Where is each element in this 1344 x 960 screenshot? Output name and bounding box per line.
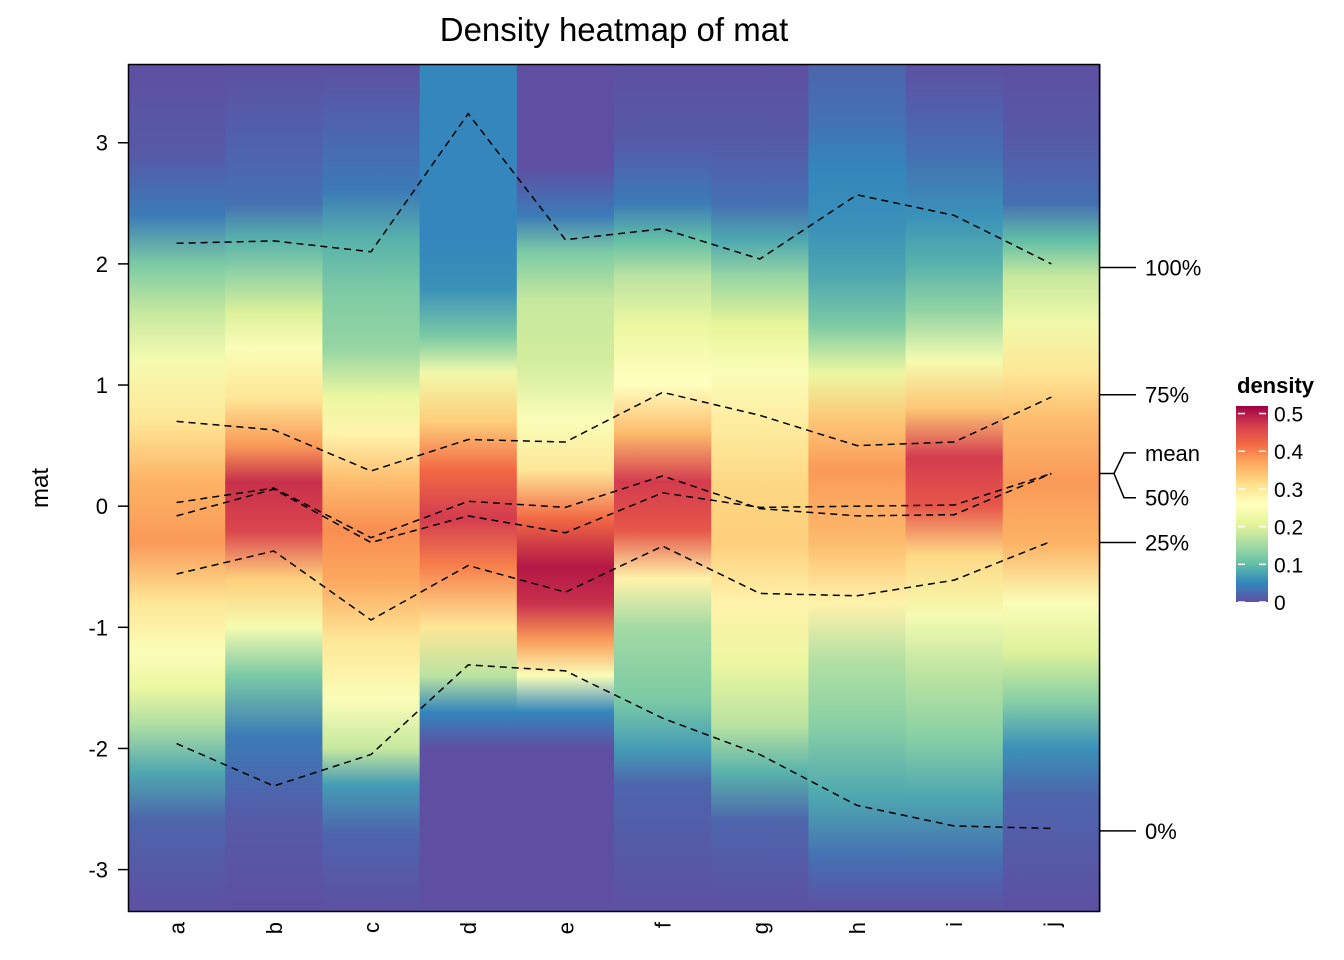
y-tick-label: 2 <box>96 252 108 277</box>
quantile-line-mean <box>176 472 1052 539</box>
legend-tick-label: 0.2 <box>1274 517 1303 540</box>
quantile-lines <box>176 112 1052 830</box>
x-tick-label-d: d <box>456 922 481 934</box>
y-tick-label: -2 <box>88 736 108 761</box>
legend-tick-label: 0.5 <box>1274 404 1303 427</box>
quantile-bracket <box>1100 452 1136 499</box>
heatmap-columns <box>128 64 1101 912</box>
x-tick-label-i: i <box>942 922 967 927</box>
legend-tick-label: 0.3 <box>1274 479 1303 502</box>
chart-title: Density heatmap of mat <box>440 11 789 48</box>
quantile-line-0pct <box>176 664 1052 830</box>
x-tick-label-c: c <box>359 922 384 933</box>
x-tick-label-e: e <box>553 922 578 934</box>
y-tick-label: -1 <box>88 615 108 640</box>
quantile-line-100pct <box>176 112 1052 265</box>
quantile-label-75pct: 75% <box>1145 383 1189 408</box>
heatmap-column-f <box>614 64 712 912</box>
y-tick-label: 0 <box>96 494 108 519</box>
y-tick-label: 1 <box>96 373 108 398</box>
quantile-labels: 100% 75% 25% 0% mean 50% <box>1100 256 1201 844</box>
legend: density 0.5 0.4 0.3 0.2 0.1 0 <box>1236 373 1315 615</box>
x-tick-label-f: f <box>651 921 676 928</box>
legend-tick-label: 0.1 <box>1274 554 1303 577</box>
quantile-label-mean: mean <box>1145 441 1200 466</box>
legend-tick-label: 0 <box>1274 592 1286 615</box>
x-tick-label-a: a <box>165 921 190 934</box>
quantile-label-50pct: 50% <box>1145 486 1189 511</box>
y-tick-label: -3 <box>88 858 108 883</box>
quantile-label-25pct: 25% <box>1145 531 1189 556</box>
quantile-line-50pct <box>176 472 1052 544</box>
quantile-line-25pct <box>176 540 1052 621</box>
plot-frame <box>127 63 1101 913</box>
legend-title: density <box>1237 373 1315 398</box>
x-axis: a b c d e f g h i j <box>165 921 1065 934</box>
x-tick-label-h: h <box>845 922 870 934</box>
heatmap-column-d <box>419 64 518 912</box>
quantile-label-100pct: 100% <box>1145 256 1201 281</box>
y-axis: 3 2 1 0 -1 -2 -3 <box>88 131 128 883</box>
heatmap-column-e <box>516 64 615 912</box>
heatmap-column-c <box>322 64 421 912</box>
x-tick-label-j: j <box>1039 922 1064 928</box>
x-tick-label-b: b <box>262 922 287 934</box>
y-tick-label: 3 <box>96 131 108 156</box>
legend-tick-label: 0.4 <box>1274 441 1304 464</box>
legend-colorbar <box>1236 406 1268 602</box>
quantile-label-0pct: 0% <box>1145 819 1177 844</box>
heatmap-column-a <box>128 64 226 912</box>
y-axis-label: mat <box>27 468 54 508</box>
quantile-line-75pct <box>176 391 1052 472</box>
x-tick-label-g: g <box>748 922 773 934</box>
heatmap-column-i <box>905 64 1004 912</box>
heatmap-column-h <box>808 64 907 912</box>
heatmap-column-g <box>711 64 809 912</box>
